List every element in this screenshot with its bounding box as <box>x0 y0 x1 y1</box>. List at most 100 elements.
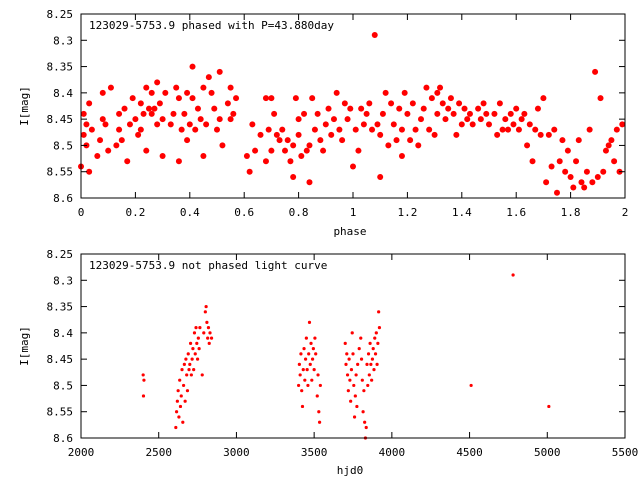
phased-data-point <box>322 121 329 128</box>
phased-data-point <box>290 173 297 180</box>
phased-data-point <box>80 131 87 138</box>
unphased-data-point <box>193 352 197 356</box>
phased-data-point <box>159 116 166 123</box>
phased-data-point <box>456 100 463 107</box>
phased-data-point <box>374 121 381 128</box>
phased-data-point <box>167 121 174 128</box>
phased-data-point <box>583 168 590 175</box>
phased-data-point <box>412 126 419 133</box>
phased-data-point <box>453 131 460 138</box>
unphased-data-point <box>344 362 348 366</box>
unphased-data-point <box>202 331 206 335</box>
phased-data-point <box>175 95 182 102</box>
phased-data-point <box>306 142 313 149</box>
unphased-data-point <box>194 326 198 330</box>
unphased-data-point <box>300 404 305 409</box>
phased-data-point <box>586 126 593 133</box>
phased-data-point <box>589 179 596 186</box>
phased-data-point <box>86 168 93 175</box>
phased-data-point <box>437 84 444 91</box>
phased-data-point <box>556 158 563 165</box>
phased-data-point <box>107 84 114 91</box>
unphased-x-tick-label: 4000 <box>379 446 406 459</box>
phased-data-point <box>159 152 166 159</box>
phased-data-point <box>529 158 536 165</box>
phased-data-point <box>135 131 142 138</box>
unphased-data-point <box>175 399 179 403</box>
unphased-data-point <box>355 404 359 409</box>
phased-data-point <box>369 126 376 133</box>
unphased-data-point <box>200 373 204 377</box>
phased-data-point <box>428 95 435 102</box>
unphased-y-tick-label: 8.5 <box>53 379 73 392</box>
phased-data-point <box>102 121 109 128</box>
unphased-data-point <box>349 368 354 372</box>
unphased-data-point <box>317 410 321 414</box>
phased-data-point <box>480 100 487 107</box>
unphased-data-point <box>313 336 317 340</box>
phased-data-point <box>173 84 180 91</box>
unphased-data-point <box>318 383 322 388</box>
phased-data-point <box>295 116 302 123</box>
phased-data-point <box>371 32 378 39</box>
unphased-data-point <box>185 389 190 393</box>
phased-data-point <box>619 121 626 128</box>
unphased-data-point <box>307 352 311 356</box>
unphased-data-point <box>364 425 368 430</box>
phased-data-point <box>401 89 408 96</box>
phased-data-point <box>469 121 476 128</box>
phased-data-point <box>578 179 585 186</box>
unphased-data-point <box>297 362 301 366</box>
phased-data-point <box>341 100 348 107</box>
phased-data-point <box>99 89 106 96</box>
unphased-data-point <box>372 368 376 372</box>
phased-data-point <box>314 110 321 117</box>
phased-x-tick-label: 0.8 <box>289 206 309 219</box>
phased-data-point <box>233 95 240 102</box>
unphased-data-point <box>370 357 375 361</box>
phased-data-point <box>309 95 316 102</box>
phased-data-point <box>447 95 454 102</box>
phased-data-point <box>105 147 112 154</box>
phased-light-curve-panel: 8.258.38.358.48.458.58.558.6 0 0.2 0.4 0.6 0… <box>18 8 628 238</box>
unphased-data-point <box>209 336 214 340</box>
phased-data-point <box>216 116 223 123</box>
unphased-data-point <box>298 373 302 377</box>
unphased-data-point <box>178 404 183 409</box>
phased-data-point <box>208 89 215 96</box>
unphased-data-point <box>377 310 381 314</box>
unphased-y-tick-label: 8.6 <box>53 432 73 445</box>
phased-data-point <box>156 100 163 107</box>
phased-data-point <box>224 100 231 107</box>
unphased-data-point <box>179 394 183 398</box>
unphased-data-point <box>297 383 301 388</box>
unphased-data-point <box>357 347 361 351</box>
unphased-y-tick-label: 8.3 <box>53 274 73 287</box>
unphased-y-tick-label: 8.25 <box>47 248 74 261</box>
phased-data-point <box>271 110 278 117</box>
phased-data-point <box>290 142 297 149</box>
unphased-data-point <box>356 362 360 366</box>
phased-data-point <box>602 147 609 154</box>
phased-data-point <box>518 116 525 123</box>
phased-data-point <box>170 110 177 117</box>
phased-data-point <box>116 110 123 117</box>
phased-data-point <box>276 137 283 144</box>
phased-y-tick-label: 8.55 <box>47 166 74 179</box>
phased-data-point <box>491 110 498 117</box>
phased-data-point <box>325 105 332 112</box>
phased-data-point <box>86 100 93 107</box>
unphased-x-tick-label: 5500 <box>612 446 639 459</box>
unphased-data-point <box>303 357 308 361</box>
phased-y-tick-label: 8.25 <box>47 8 74 21</box>
unphased-data-point <box>303 378 307 382</box>
phased-data-point <box>418 116 424 123</box>
unphased-data-point <box>375 362 379 366</box>
phased-data-point <box>146 105 152 112</box>
phased-x-tick-label: 0.2 <box>125 206 145 219</box>
unphased-data-point <box>174 425 178 430</box>
unphased-data-point <box>511 273 515 277</box>
unphased-data-point <box>302 347 306 351</box>
phased-data-point <box>129 95 136 102</box>
